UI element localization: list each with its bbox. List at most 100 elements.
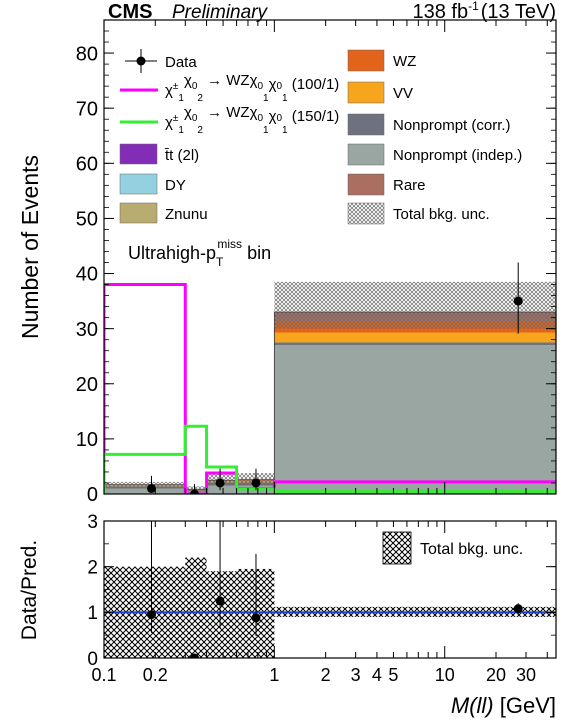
legend-signal-label-part: χ <box>269 108 277 125</box>
legend-swatch-left-3 <box>119 143 158 165</box>
legend-signal-label-part: χ <box>184 72 192 89</box>
ratio-band-bin-2 <box>206 571 237 658</box>
legend-signal-label-part: → WZχ <box>203 104 258 121</box>
legend-signal-label-part: ± <box>173 113 179 124</box>
legend-swatch-right-0 <box>347 49 385 72</box>
data-point-2 <box>215 478 225 488</box>
legend-label-right-1: VV <box>393 85 413 102</box>
data-point-4 <box>513 296 523 306</box>
legend-signal-label-part: ± <box>173 81 179 92</box>
ratio-x-axis: 0.1 0.2 1 2 3 4 5 10 20 30 <box>91 521 548 685</box>
legend-signal-label-part: 2 <box>197 125 203 136</box>
ratio-unc-band <box>104 557 556 658</box>
x-tick-label-8: 20 <box>486 665 506 685</box>
data-point-0 <box>146 483 156 493</box>
legend-swatch-right-3 <box>347 143 385 166</box>
y-tick-label-1: 1 <box>87 603 98 624</box>
legend-signal-label-part: 1 <box>282 93 288 104</box>
ratio-legend-swatch <box>382 531 412 565</box>
x-tick-label-5: 4 <box>372 665 382 685</box>
legend-swatch-right-1 <box>347 81 385 104</box>
y-tick-label-4: 40 <box>76 264 98 286</box>
y-tick-label-0: 0 <box>87 484 98 506</box>
x-tick-label-6: 5 <box>388 665 398 685</box>
legend-signal-label-part: 0 <box>257 113 263 124</box>
background-stack <box>104 311 556 494</box>
ratio-point-0 <box>146 610 156 620</box>
legend-signal-label-part: (100/1) <box>288 76 340 93</box>
legend-signal-label-part: (150/1) <box>288 108 340 125</box>
x-tick-label-2: 1 <box>269 665 279 685</box>
unc-band-bin-1 <box>185 486 207 492</box>
legend-label-left-3: t̄t (2l) <box>164 147 199 164</box>
experiment-label: CMS <box>108 1 152 23</box>
y-tick-label-3: 30 <box>76 319 98 341</box>
data-points <box>146 262 523 494</box>
legend-label-signal-1: χ±1χ02 → WZχ01χ01 (100/1) <box>165 72 339 104</box>
legend-swatch-right-2 <box>347 113 385 136</box>
ratio-band-bin-1 <box>185 557 207 658</box>
ratio-points <box>146 521 523 658</box>
legend-signal-label-part: 0 <box>192 81 198 92</box>
main-x-ticks <box>103 20 548 494</box>
legend-label-signal-2: χ±1χ02 → WZχ01χ01 (150/1) <box>165 104 339 136</box>
y-tick-label-3: 3 <box>87 512 98 533</box>
x-tick-label-3: 2 <box>321 665 331 685</box>
y-tick-label-7: 70 <box>76 98 98 120</box>
y-tick-label-2: 2 <box>87 558 98 579</box>
bkg-bar-0-4 <box>274 345 556 494</box>
legend-signal-label-part: χ <box>184 104 192 121</box>
legend-label-data: Data <box>165 54 197 71</box>
legend-signal-label-part: 0 <box>192 113 198 124</box>
legend-signal-label-part: 1 <box>263 93 269 104</box>
legend-signal-label-part: χ <box>269 76 277 93</box>
ratio-legend: Total bkg. unc. <box>382 531 523 565</box>
ratio-point-2 <box>215 596 225 606</box>
x-tick-label-7: 10 <box>435 665 455 685</box>
y-tick-label-0: 0 <box>87 649 98 670</box>
x-tick-label-0: 0.1 <box>91 665 116 685</box>
legend-data-marker <box>136 56 146 66</box>
ratio-y-axis-label: Data/Pred. <box>18 540 41 640</box>
legend-label-right-0: WZ <box>393 53 416 70</box>
legend-signal-label-part: 1 <box>178 93 184 104</box>
main-y-axis-label: Number of Events <box>17 155 43 339</box>
legend-label-right-4: Rare <box>393 177 426 194</box>
legend-signal-label-part: 0 <box>276 113 282 124</box>
legend-signal-label-part: 2 <box>197 93 203 104</box>
data-point-1 <box>190 489 200 494</box>
legend-label-right-2: Nonprompt (corr.) <box>393 117 511 134</box>
legend-swatch-right-4 <box>347 173 385 196</box>
ratio-point-4 <box>513 604 523 614</box>
legend-label-left-4: DY <box>165 177 186 194</box>
y-tick-label-6: 60 <box>76 154 98 176</box>
bkg-bar-2-4 <box>274 332 556 343</box>
ratio-legend-label: Total bkg. unc. <box>420 541 523 558</box>
legend-signal-label-part: 1 <box>263 125 269 136</box>
x-tick-label-4: 3 <box>351 665 361 685</box>
y-tick-label-8: 80 <box>76 43 98 65</box>
legend-label-right-3: Nonprompt (indep.) <box>393 147 522 164</box>
bkg-bar-0-0 <box>104 488 186 494</box>
legend-signal-label-part: → WZχ <box>203 72 258 89</box>
unc-band-bin-0 <box>104 481 186 489</box>
ratio-point-1 <box>190 653 200 658</box>
legend-signal-label-part: χ <box>165 82 173 99</box>
legend-label-right-5: Total bkg. unc. <box>393 206 490 223</box>
x-tick-label-9: 30 <box>516 665 536 685</box>
legend-signal-label-part: 0 <box>276 81 282 92</box>
bin-annotation: Ultrahigh-pTmiss bin <box>128 237 271 269</box>
legend-signal-label-part: 0 <box>257 81 263 92</box>
legend-swatch-left-5 <box>119 202 158 224</box>
legend-label-left-5: Znunu <box>165 206 208 223</box>
ratio-point-3 <box>251 613 261 623</box>
bkg-bar-1-4 <box>274 342 556 346</box>
legend-swatch-left-4 <box>119 173 158 195</box>
x-axis-label: M(ll) [GeV] <box>451 693 556 718</box>
ratio-y-axis: 0 1 2 3 <box>87 512 556 670</box>
legend-signal-label-part: χ <box>165 114 173 131</box>
lumi-label: 138 fb-1 (13 TeV) <box>412 0 556 23</box>
